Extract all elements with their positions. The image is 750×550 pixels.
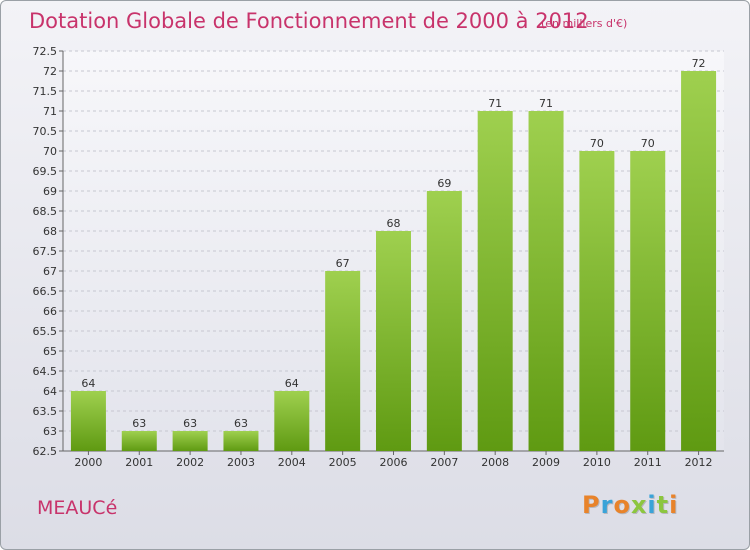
data-label: 64 bbox=[81, 377, 95, 390]
y-tick-label: 71 bbox=[43, 105, 57, 118]
bar-2010 bbox=[579, 151, 615, 451]
x-tick-label: 2008 bbox=[481, 456, 509, 469]
bar-2001 bbox=[121, 431, 157, 451]
x-tick-label: 2012 bbox=[685, 456, 713, 469]
y-tick-label: 68 bbox=[43, 225, 57, 238]
x-tick-label: 2006 bbox=[380, 456, 408, 469]
x-tick-label: 2000 bbox=[74, 456, 102, 469]
proxiti-logo: Proxiti bbox=[582, 491, 678, 519]
bar-2005 bbox=[325, 271, 361, 451]
y-tick-label: 71.5 bbox=[33, 85, 58, 98]
y-tick-label: 66 bbox=[43, 305, 57, 318]
x-tick-label: 2009 bbox=[532, 456, 560, 469]
chart-title: Dotation Globale de Fonctionnement de 20… bbox=[29, 9, 589, 33]
data-label: 69 bbox=[437, 177, 451, 190]
y-tick-label: 67 bbox=[43, 265, 57, 278]
y-tick-label: 64 bbox=[43, 385, 57, 398]
x-tick-label: 2003 bbox=[227, 456, 255, 469]
bar-2009 bbox=[528, 111, 564, 451]
bar-2003 bbox=[223, 431, 259, 451]
x-tick-label: 2004 bbox=[278, 456, 306, 469]
x-tick-label: 2007 bbox=[430, 456, 458, 469]
logo-letter: P bbox=[582, 491, 601, 519]
y-tick-label: 69 bbox=[43, 185, 57, 198]
y-tick-label: 62.5 bbox=[33, 445, 58, 458]
y-tick-label: 70 bbox=[43, 145, 57, 158]
data-label: 71 bbox=[488, 97, 502, 110]
y-tick-label: 70.5 bbox=[33, 125, 58, 138]
data-label: 63 bbox=[234, 417, 248, 430]
logo-letter: i bbox=[669, 491, 679, 519]
y-tick-label: 63 bbox=[43, 425, 57, 438]
data-label: 70 bbox=[641, 137, 655, 150]
data-label: 67 bbox=[336, 257, 350, 270]
data-label: 72 bbox=[692, 57, 706, 70]
y-tick-label: 69.5 bbox=[33, 165, 58, 178]
logo-letter: x bbox=[630, 491, 648, 519]
logo-letter: o bbox=[613, 491, 631, 519]
logo-letter: i bbox=[647, 491, 657, 519]
y-tick-label: 72 bbox=[43, 65, 57, 78]
data-label: 64 bbox=[285, 377, 299, 390]
bar-2011 bbox=[630, 151, 666, 451]
y-tick-label: 67.5 bbox=[33, 245, 58, 258]
bar-2012 bbox=[681, 71, 717, 451]
y-tick-label: 65.5 bbox=[33, 325, 58, 338]
x-tick-label: 2001 bbox=[125, 456, 153, 469]
x-tick-label: 2011 bbox=[634, 456, 662, 469]
logo-letter: r bbox=[600, 491, 614, 519]
logo-letter: t bbox=[656, 491, 670, 519]
x-tick-label: 2002 bbox=[176, 456, 204, 469]
data-label: 63 bbox=[132, 417, 146, 430]
y-tick-label: 72.5 bbox=[33, 45, 58, 58]
bar-2007 bbox=[426, 191, 462, 451]
data-label: 71 bbox=[539, 97, 553, 110]
x-tick-label: 2010 bbox=[583, 456, 611, 469]
bar-2000 bbox=[70, 391, 106, 451]
bar-2006 bbox=[376, 231, 411, 451]
chart-unit: (en milliers d'€) bbox=[541, 17, 628, 30]
y-tick-label: 64.5 bbox=[33, 365, 58, 378]
y-tick-label: 65 bbox=[43, 345, 57, 358]
commune-name: MEAUCé bbox=[37, 497, 118, 519]
y-tick-label: 66.5 bbox=[33, 285, 58, 298]
bar-2004 bbox=[274, 391, 310, 451]
y-tick-label: 68.5 bbox=[33, 205, 58, 218]
bar-2008 bbox=[477, 111, 513, 451]
bar-2002 bbox=[172, 431, 208, 451]
y-tick-label: 63.5 bbox=[33, 405, 58, 418]
x-tick-label: 2005 bbox=[329, 456, 357, 469]
data-label: 68 bbox=[387, 217, 401, 230]
data-label: 63 bbox=[183, 417, 197, 430]
data-label: 70 bbox=[590, 137, 604, 150]
